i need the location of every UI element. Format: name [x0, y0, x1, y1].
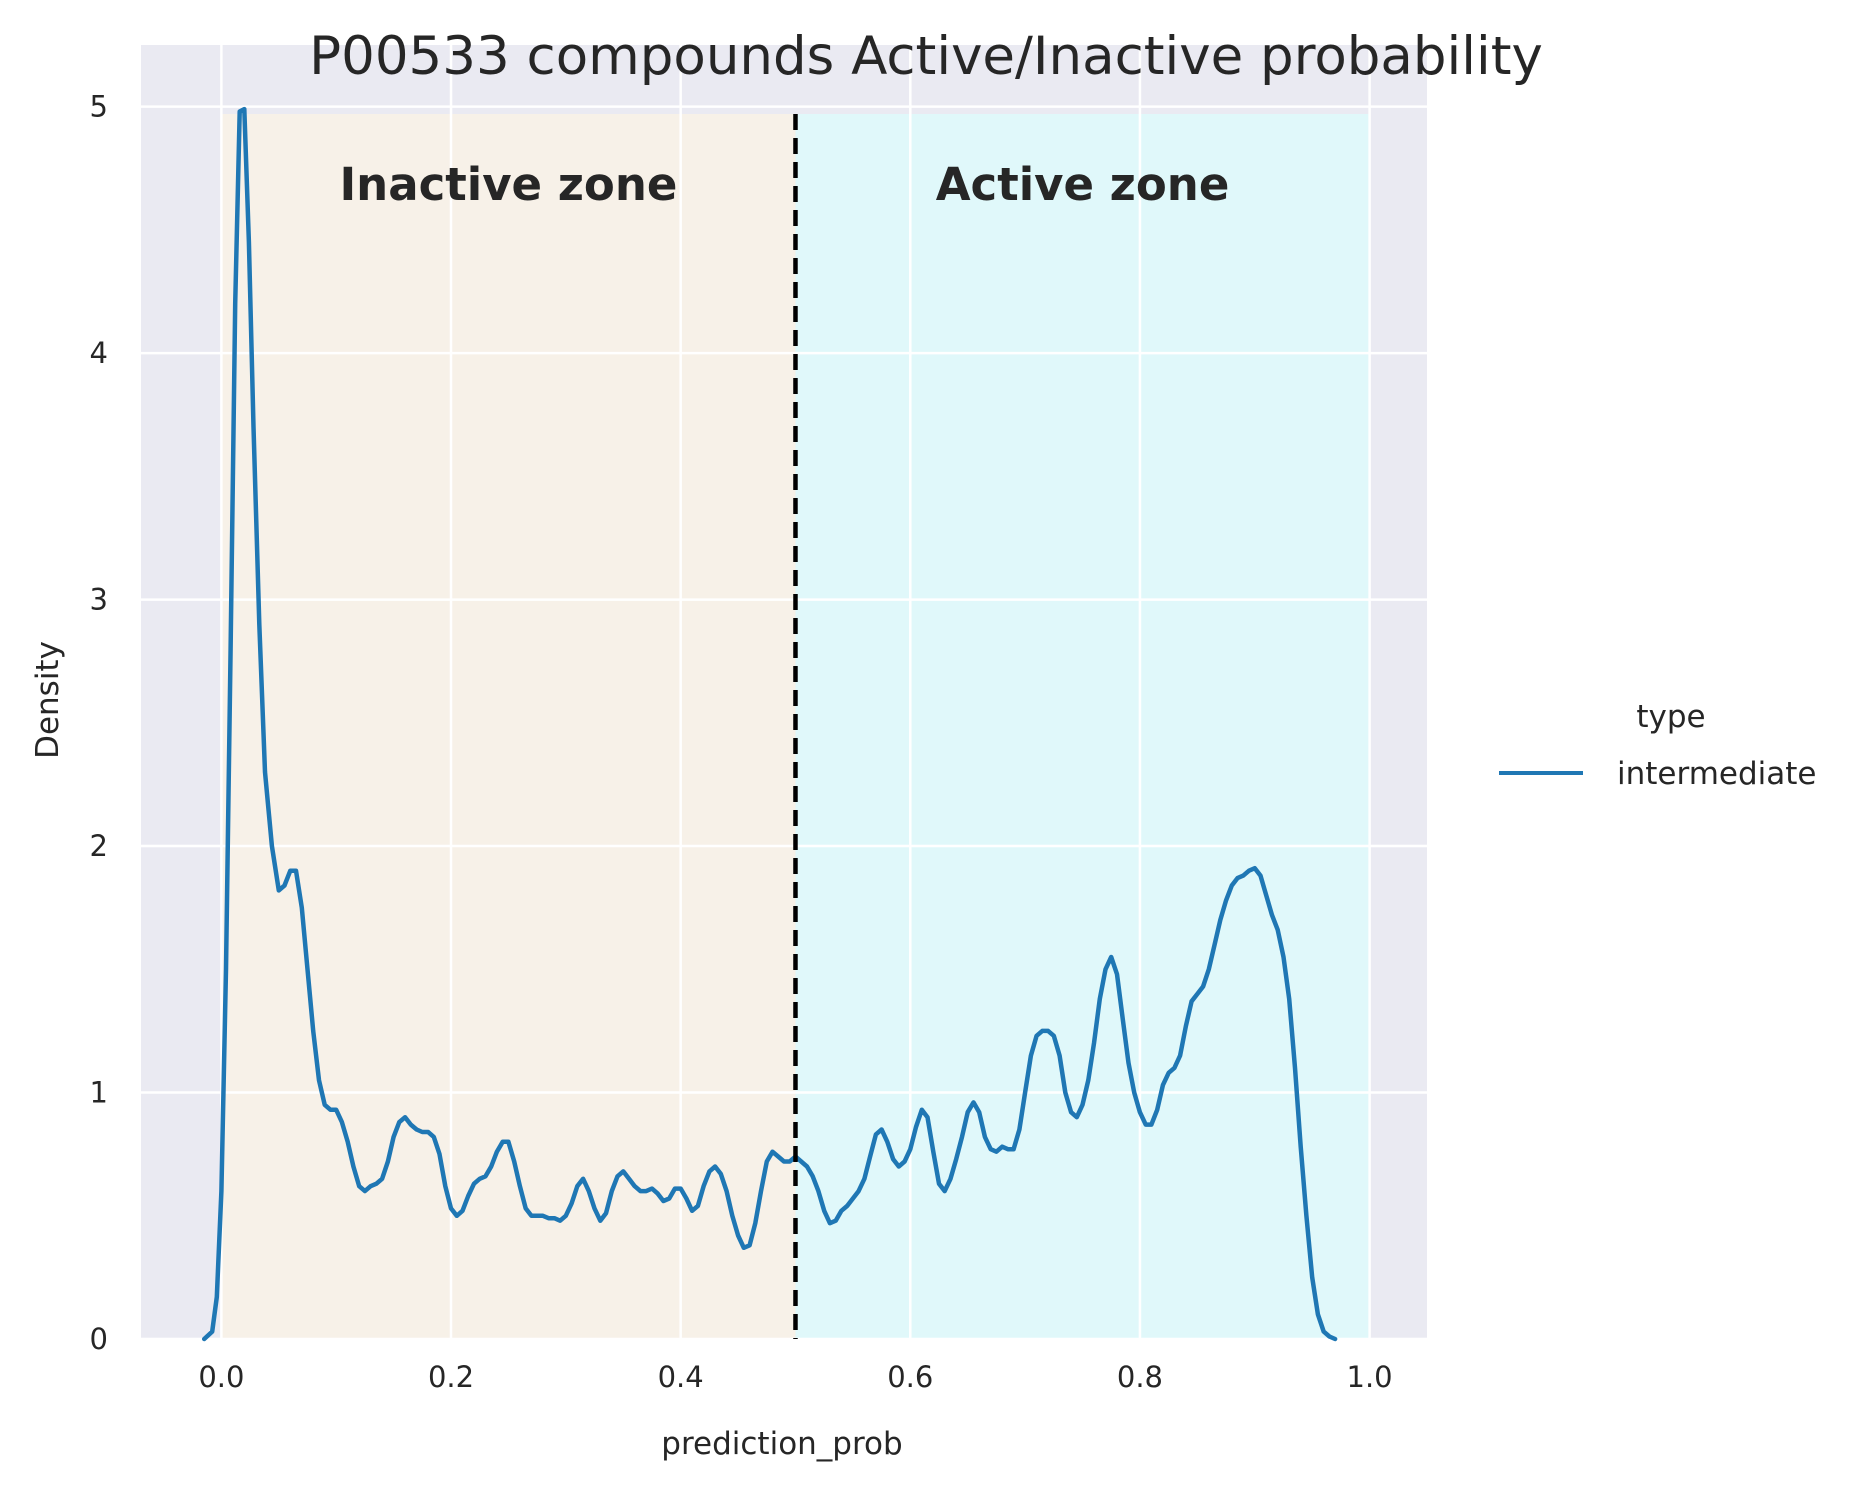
zone-label-active: Active zone	[936, 158, 1230, 211]
x-tick-layer: 0.0 0.2 0.4 0.6 0.8 1.0	[198, 1360, 1392, 1394]
chart-title: P00533 compounds Active/Inactive probabi…	[309, 26, 1543, 87]
y-axis-label: Density	[30, 641, 66, 759]
x-axis-label: prediction_prob	[661, 1426, 902, 1462]
y-tick-label: 5	[90, 90, 108, 124]
x-tick-label: 0.2	[428, 1360, 474, 1394]
zone-layer	[221, 114, 1370, 1340]
grid-layer	[141, 45, 1427, 1341]
y-tick-layer: 0 1 2 3 4 5	[90, 90, 108, 1356]
x-tick-label: 0.8	[1117, 1360, 1163, 1394]
zone-inactive	[221, 114, 796, 1340]
legend-title: type	[1636, 699, 1705, 735]
x-tick-label: 1.0	[1347, 1360, 1393, 1394]
x-tick-label: 0.0	[198, 1360, 244, 1394]
y-tick-label: 4	[90, 336, 108, 370]
x-tick-label: 0.4	[658, 1360, 704, 1394]
series-line-intermediate	[201, 106, 1338, 1342]
legend-label-intermediate: intermediate	[1617, 756, 1816, 792]
y-tick-label: 1	[90, 1076, 108, 1110]
y-tick-label: 0	[90, 1322, 108, 1356]
x-tick-label: 0.6	[887, 1360, 933, 1394]
series-layer	[201, 106, 1338, 1342]
y-tick-label: 2	[90, 829, 108, 863]
zone-active	[795, 114, 1370, 1340]
y-tick-label: 3	[90, 583, 108, 617]
legend: type intermediate	[1499, 699, 1816, 792]
zone-label-inactive: Inactive zone	[339, 158, 677, 211]
zone-label-layer: Inactive zone Active zone	[339, 158, 1229, 211]
